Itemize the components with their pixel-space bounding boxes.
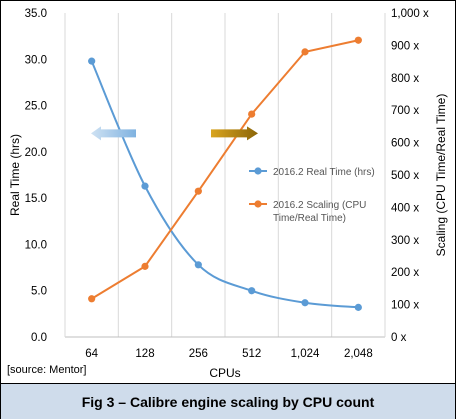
y-right-tick-label: 900 x — [391, 40, 419, 52]
figure-caption: Fig 3 – Calibre engine scaling by CPU co… — [1, 383, 455, 419]
data-point-real-time — [248, 287, 256, 295]
y-left-tick-label: 10.0 — [25, 239, 47, 251]
legend-marker-scaling — [254, 200, 262, 208]
arrow-left-annotation — [91, 126, 136, 141]
legend-marker-real-time — [254, 167, 262, 175]
data-point-scaling — [194, 187, 202, 195]
y-right-tick-label: 700 x — [391, 105, 419, 117]
line-chart: 0.0 5.0 10.0 15.0 20.0 25.0 30.0 35.0 0 x 100 x 20… — [8, 8, 448, 380]
data-point-scaling — [141, 262, 149, 270]
data-point-real-time — [194, 261, 202, 269]
y-left-tick-label: 30.0 — [25, 54, 47, 66]
x-tick-label: 64 — [85, 348, 98, 360]
data-point-real-time — [301, 299, 309, 307]
x-tick-label: 256 — [189, 348, 208, 360]
y-right-tick-label: 100 x — [391, 300, 419, 312]
x-tick-label: 512 — [242, 348, 261, 360]
data-point-scaling — [248, 110, 256, 118]
arrow-right-annotation — [211, 126, 258, 141]
y-right-tick-label: 500 x — [391, 170, 419, 182]
x-tick-label: 128 — [135, 348, 154, 360]
series-line-scaling — [91, 39, 359, 300]
data-point-real-time — [88, 57, 96, 65]
y-right-tick-label: 200 x — [391, 267, 419, 279]
x-tick-label: 2,048 — [344, 348, 373, 360]
legend-label-real-time: 2016.2 Real Time (hrs) — [273, 167, 375, 178]
y-left-tick-label: 20.0 — [25, 147, 47, 159]
y-left-tick-label: 5.0 — [31, 286, 47, 298]
data-point-scaling — [88, 295, 96, 303]
source-note: [source: Mentor] — [7, 364, 87, 376]
y-left-tick-label: 0.0 — [31, 332, 47, 344]
y-right-tick-label: 600 x — [391, 138, 419, 150]
y-right-tick-label: 800 x — [391, 73, 419, 85]
x-axis-title: CPUs — [209, 366, 240, 380]
y-right-tick-label: 0 x — [391, 332, 407, 344]
y-left-tick-label: 15.0 — [25, 193, 47, 205]
y-right-tick-label: 300 x — [391, 235, 419, 247]
y-left-axis-title: Real Time (hrs) — [8, 134, 22, 216]
y-right-tick-label: 1,000 x — [391, 8, 429, 20]
y-left-tick-label: 35.0 — [25, 8, 47, 20]
y-left-tick-label: 25.0 — [25, 101, 47, 113]
legend-label-scaling: 2016.2 Scaling (CPU Time/Real Time) — [273, 200, 366, 224]
data-point-scaling — [301, 48, 309, 56]
data-point-scaling — [354, 36, 362, 44]
x-tick-label: 1,024 — [291, 348, 320, 360]
data-point-real-time — [354, 303, 362, 311]
y-right-tick-label: 400 x — [391, 202, 419, 214]
data-point-real-time — [141, 182, 149, 190]
y-right-axis-title: Scaling (CPU Time/Real Time) — [434, 94, 448, 257]
